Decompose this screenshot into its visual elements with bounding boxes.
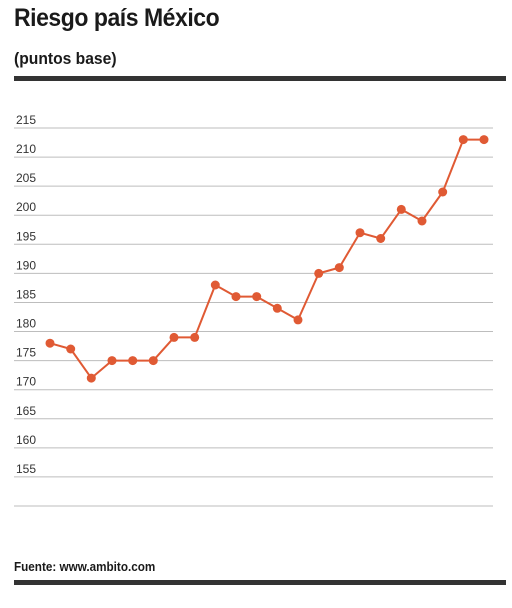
y-tick-labels: 215 210 205 200 195 190 185 180 175 170 165 160 155	[16, 113, 36, 476]
y-tick-label: 180	[16, 317, 36, 331]
y-tick-label: 210	[16, 142, 36, 156]
data-point	[376, 234, 386, 243]
top-rule	[14, 76, 506, 81]
data-point	[458, 135, 468, 145]
data-point	[231, 292, 241, 302]
series-line	[49, 138, 484, 380]
data-point	[314, 268, 324, 278]
grid-lines	[14, 127, 493, 507]
data-point	[45, 338, 55, 348]
data-point	[396, 204, 406, 214]
data-point	[479, 135, 489, 145]
y-tick-label: 185	[16, 287, 36, 301]
data-point	[293, 315, 303, 325]
data-point	[107, 356, 117, 366]
data-point	[417, 216, 427, 226]
chart-subtitle: (puntos base)	[14, 49, 117, 68]
source-note: Fuente: www.ambito.com	[14, 559, 156, 574]
y-tick-label: 200	[16, 200, 36, 214]
data-point	[210, 280, 220, 290]
chart-title: Riesgo país México	[14, 4, 220, 32]
data-point	[438, 187, 448, 197]
data-point	[86, 373, 96, 383]
data-point	[355, 228, 365, 238]
bottom-rule	[14, 580, 506, 585]
series-line-layer	[49, 138, 484, 380]
y-tick-label: 155	[16, 462, 36, 476]
y-tick-label: 215	[16, 113, 36, 127]
data-point	[66, 344, 76, 354]
data-point	[190, 332, 200, 342]
y-tick-label: 190	[16, 258, 36, 272]
data-point	[334, 263, 344, 273]
y-tick-label: 170	[16, 375, 36, 389]
data-point	[128, 356, 138, 366]
y-tick-label: 160	[16, 433, 36, 447]
data-point	[148, 356, 158, 366]
y-tick-label: 195	[16, 229, 36, 243]
data-point	[169, 332, 179, 342]
series-points	[45, 135, 489, 383]
data-point	[252, 292, 262, 302]
data-point	[272, 303, 282, 313]
y-tick-label: 205	[16, 171, 36, 185]
y-tick-label: 165	[16, 404, 36, 418]
y-tick-label: 175	[16, 346, 36, 360]
